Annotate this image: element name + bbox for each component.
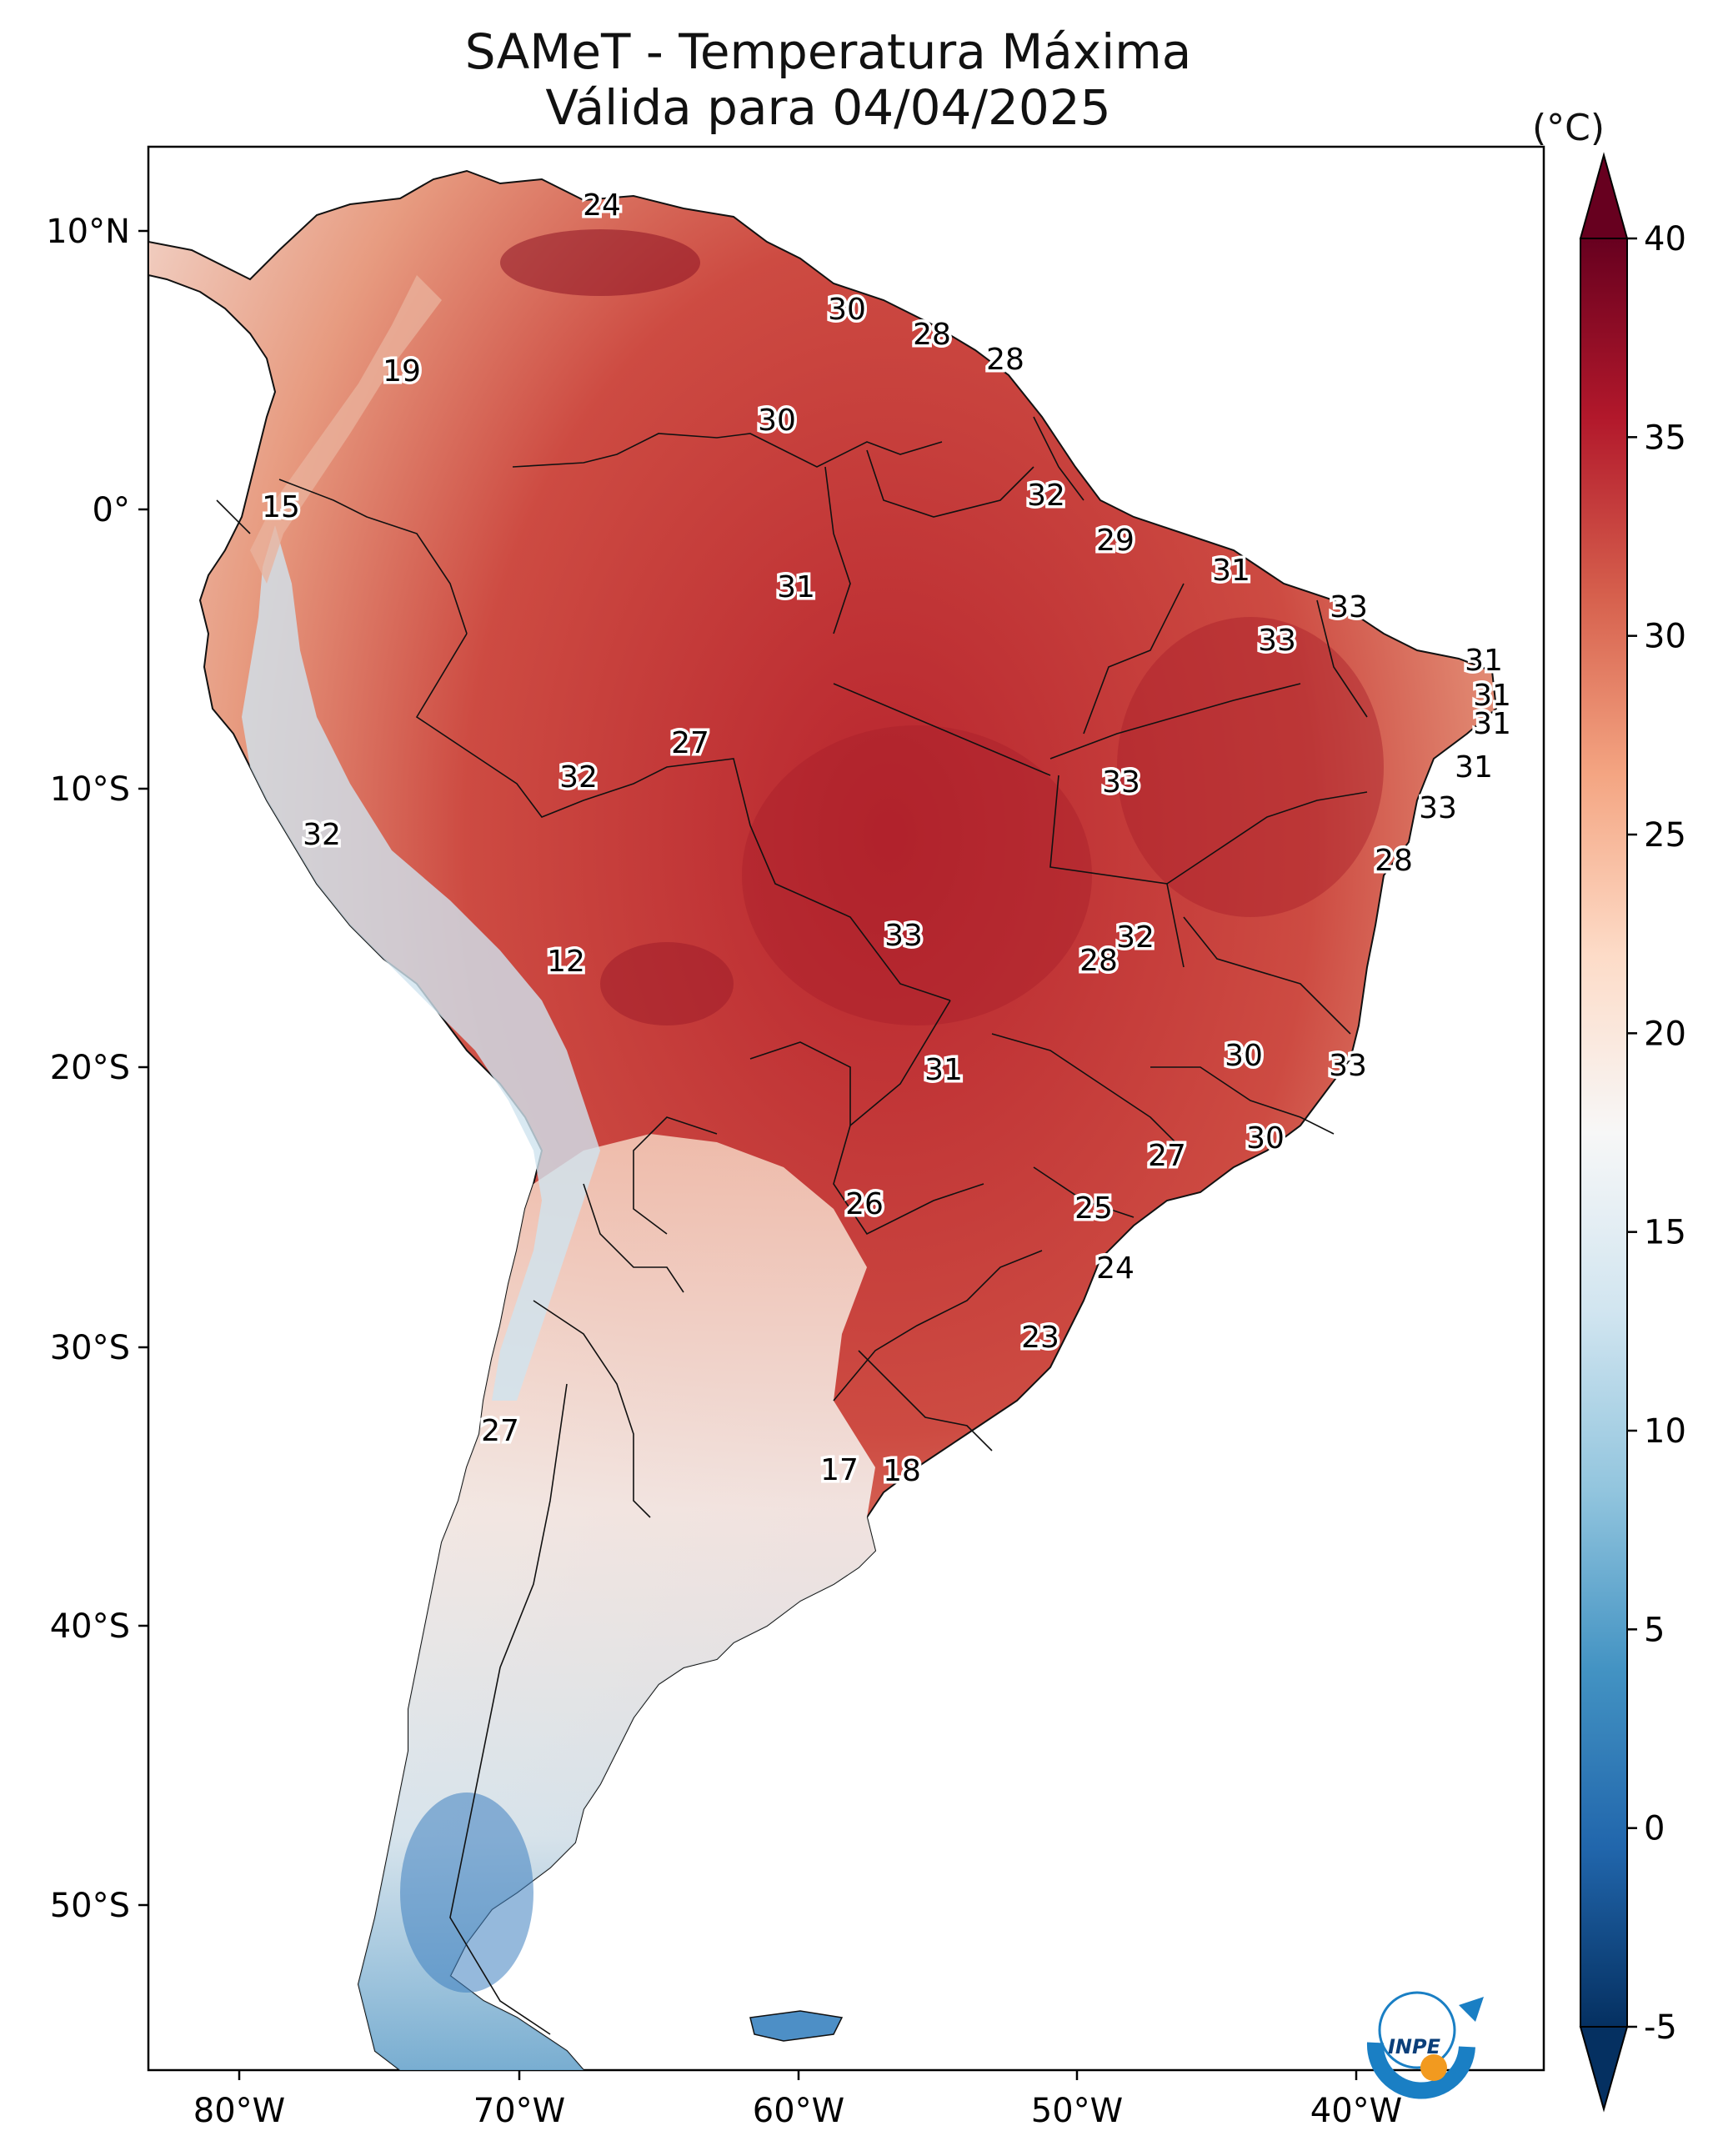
city-temp-label: 30 [1225, 1039, 1263, 1073]
city-temp-label: 28 [913, 318, 951, 352]
city-temp-label: 12 [547, 945, 585, 979]
city-temp-label: 31 [777, 570, 815, 604]
logo-sun [1420, 2054, 1447, 2081]
city-temp-label: 32 [1027, 479, 1065, 513]
city-temp-label: 27 [1148, 1139, 1186, 1173]
city-temp-label: 30 [758, 404, 796, 438]
city-temp-label: 31 [1465, 644, 1503, 678]
y-axis [138, 229, 148, 1907]
colorbar-tick-label: 35 [1644, 419, 1686, 457]
y-tick-20s: 20°S [50, 1049, 130, 1087]
colorbar-tick-label: 5 [1644, 1611, 1665, 1649]
x-tick-40w: 40°W [1310, 2092, 1402, 2130]
city-temp-label: 24 [1096, 1251, 1134, 1286]
city-temp-label: 33 [1258, 624, 1296, 658]
colorbar-tick-label: 40 [1644, 220, 1686, 258]
colorbar-tick-label: 15 [1644, 1214, 1686, 1252]
y-tick-50s: 50°S [50, 1887, 130, 1925]
continent-layer [148, 169, 1498, 2070]
city-temp-label: 32 [559, 760, 598, 795]
city-temp-label: 26 [845, 1187, 884, 1221]
logo-ring [1378, 1991, 1456, 2069]
city-temp-label: 33 [884, 919, 923, 953]
city-temp-label: 17 [820, 1453, 859, 1487]
city-temp-label: 33 [1329, 1049, 1367, 1083]
northern-andes-cool-strip [250, 275, 442, 584]
y-tick-40s: 40°S [50, 1607, 130, 1646]
city-temp-label: 18 [883, 1454, 921, 1488]
city-temp-label: 31 [1212, 554, 1250, 588]
hot-northeast [1117, 617, 1384, 917]
colorbar-tick-label: 30 [1644, 618, 1686, 656]
x-axis [238, 2070, 1358, 2080]
colorbar-scale [1580, 238, 1628, 2028]
colorbar-tick-label: 25 [1644, 816, 1686, 855]
city-temp-label: 31 [1473, 707, 1511, 741]
city-temp-label: 27 [671, 726, 709, 760]
city-temp-label: 32 [303, 818, 341, 852]
colorbar-tick-label: 20 [1644, 1015, 1686, 1053]
x-tick-60w: 60°W [753, 2092, 844, 2130]
map-subtitle: Válida para 04/04/2025 [545, 79, 1111, 136]
city-temp-label: 30 [828, 293, 866, 327]
colorbar-unit: (°C) [1532, 107, 1605, 149]
x-tick-50w: 50°W [1031, 2092, 1123, 2130]
city-temp-label: 33 [1102, 765, 1140, 800]
city-temp-label: 31 [924, 1053, 963, 1087]
colorbar-tick-label: 0 [1644, 1810, 1665, 1848]
logo-arrow [1459, 1997, 1484, 2022]
hot-venezuela [500, 229, 700, 296]
colorbar-tick-label: -5 [1644, 2008, 1677, 2047]
colorbar-min-arrow [1579, 2026, 1629, 2113]
y-tick-30s: 30°S [50, 1329, 130, 1367]
hot-bolivia [600, 942, 734, 1025]
colorbar: 40 35 30 25 20 15 10 5 0 -5 [1579, 152, 1686, 2113]
cold-patagonia [400, 1792, 533, 1993]
city-temp-label: 19 [383, 354, 421, 389]
y-tick-10s: 10°S [50, 770, 130, 809]
city-temp-label: 23 [1021, 1321, 1059, 1355]
colorbar-max-arrow [1579, 152, 1629, 239]
city-temp-label: 30 [1246, 1121, 1285, 1156]
city-temp-label: 31 [1455, 750, 1493, 785]
colorbar-tick-label: 10 [1644, 1412, 1686, 1451]
y-tick-10n: 10°N [46, 213, 130, 251]
city-temp-label: 28 [986, 343, 1024, 377]
city-temp-label: 33 [1419, 791, 1457, 825]
city-temp-label: 32 [1116, 920, 1155, 955]
hot-center-west [742, 725, 1092, 1025]
city-temp-label: 28 [1375, 844, 1413, 878]
x-tick-80w: 80°W [193, 2092, 285, 2130]
city-temp-label: 29 [1096, 524, 1134, 558]
city-temp-label: 33 [1330, 590, 1368, 624]
logo-swoosh [1366, 2042, 1475, 2099]
city-temp-label: 25 [1074, 1191, 1113, 1226]
city-temp-label: 24 [583, 188, 621, 223]
country-borders [216, 416, 1368, 2035]
andes-cool-strip [242, 525, 600, 1401]
x-tick-70w: 70°W [473, 2092, 565, 2130]
y-tick-0: 0° [93, 491, 130, 529]
city-temp-label: 27 [481, 1414, 519, 1448]
inpe-logo: INPE [1366, 1991, 1484, 2099]
city-temp-label: 31 [1473, 679, 1511, 713]
falkland-islands [749, 2010, 844, 2042]
city-temp-label: 15 [262, 490, 300, 524]
city-temp-label: 28 [1079, 944, 1118, 978]
map-title: SAMeT - Temperatura Máxima [464, 23, 1192, 80]
logo-text: INPE [1388, 2035, 1441, 2058]
